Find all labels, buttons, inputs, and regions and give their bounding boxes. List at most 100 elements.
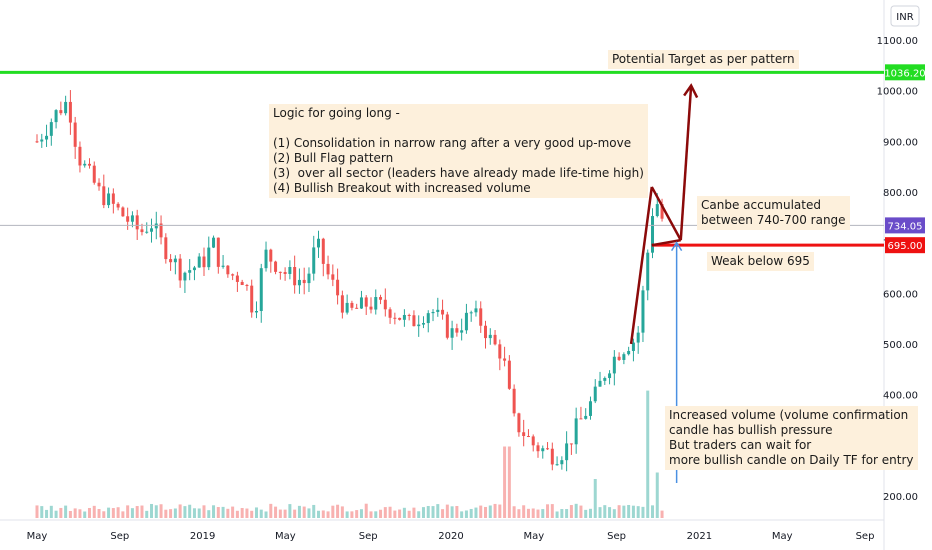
volume-bar bbox=[608, 507, 612, 518]
volume-bar bbox=[54, 510, 58, 518]
volume-bar bbox=[651, 505, 655, 518]
support-price-tag bbox=[885, 237, 925, 254]
volume-bar bbox=[140, 505, 144, 518]
candle-body bbox=[412, 315, 416, 327]
volume-bar bbox=[259, 509, 263, 518]
volume-bar bbox=[512, 506, 516, 518]
candle-body bbox=[550, 448, 554, 465]
candle-body bbox=[121, 207, 125, 217]
candle-body bbox=[49, 122, 53, 136]
y-tick-label: 800.00 bbox=[883, 188, 918, 199]
candle-body bbox=[555, 464, 559, 466]
candle-body bbox=[68, 101, 72, 123]
candle-body bbox=[431, 311, 435, 314]
volume-bar bbox=[297, 505, 301, 518]
candle-body bbox=[274, 261, 278, 272]
candle-body bbox=[355, 307, 359, 309]
target-arrow-line bbox=[679, 85, 693, 241]
volume-bar bbox=[197, 508, 201, 518]
candle-body bbox=[288, 267, 292, 274]
volume-bar bbox=[569, 505, 573, 518]
volume-bar bbox=[431, 506, 435, 518]
volume-bar bbox=[355, 510, 359, 518]
price-axis: 1100.001000.00900.00800.00700.00600.0050… bbox=[877, 36, 926, 503]
volume-bar bbox=[235, 510, 239, 518]
volume-bar bbox=[68, 510, 72, 518]
volume-note: Increased volume (volume confirmation ca… bbox=[665, 406, 918, 470]
candle-body bbox=[283, 272, 287, 274]
volume-bar bbox=[288, 504, 292, 518]
candle-body bbox=[269, 249, 273, 262]
candle-body bbox=[259, 268, 263, 312]
candle-body bbox=[617, 356, 621, 360]
volume-bar bbox=[111, 508, 115, 518]
candle-body bbox=[307, 273, 311, 284]
candle-body bbox=[154, 223, 158, 229]
candle-body bbox=[140, 229, 144, 233]
candle-body bbox=[436, 309, 440, 312]
volume-bar bbox=[83, 511, 87, 518]
x-tick-label: 2019 bbox=[190, 531, 215, 542]
candle-body bbox=[460, 330, 464, 333]
y-tick-label: 500.00 bbox=[883, 340, 918, 351]
volume-bar bbox=[107, 507, 111, 518]
candle-body bbox=[212, 237, 216, 248]
candle-body bbox=[173, 258, 177, 263]
volume-bar bbox=[598, 507, 602, 518]
candle-body bbox=[145, 231, 149, 233]
candle-body bbox=[340, 295, 344, 313]
volume-bar bbox=[388, 506, 392, 518]
volume-bar bbox=[579, 505, 583, 518]
candle-body bbox=[474, 308, 478, 313]
volume-bar bbox=[374, 511, 378, 518]
candle-body bbox=[402, 314, 406, 320]
candle-body bbox=[73, 122, 77, 147]
volume-bar bbox=[531, 508, 535, 518]
volume-link-arrowhead bbox=[670, 241, 683, 252]
candle-body bbox=[326, 263, 330, 275]
candle-body bbox=[183, 272, 187, 281]
volume-bar bbox=[340, 506, 344, 518]
candle-body bbox=[130, 215, 134, 222]
candle-body bbox=[417, 324, 421, 327]
volume-bar bbox=[293, 509, 297, 518]
candle-body bbox=[35, 141, 39, 143]
volume-bar bbox=[321, 510, 325, 518]
volume-bar bbox=[145, 510, 149, 518]
candle-body bbox=[59, 110, 63, 114]
volume-bar bbox=[631, 505, 635, 518]
time-axis: May Sep 2019 May Sep 2020 May Sep 2021 May Sep bbox=[27, 531, 875, 542]
volume-bar bbox=[574, 503, 578, 518]
candle-body bbox=[135, 215, 139, 230]
x-tick-label: 2020 bbox=[438, 531, 463, 542]
y-tick-label: 400.00 bbox=[883, 391, 918, 402]
candle-body bbox=[498, 344, 502, 359]
candle-body bbox=[479, 308, 483, 326]
volume-bar bbox=[364, 503, 368, 518]
x-tick-label: Sep bbox=[607, 531, 626, 542]
candle-body bbox=[641, 290, 645, 333]
volume-bar bbox=[159, 504, 163, 518]
candle-body bbox=[584, 415, 588, 419]
candle-body bbox=[374, 297, 378, 310]
y-tick-label: 1100.00 bbox=[877, 36, 918, 47]
candle-body bbox=[517, 413, 521, 433]
currency-badge[interactable] bbox=[890, 5, 920, 27]
volume-bar bbox=[627, 504, 631, 518]
volume-bar bbox=[555, 511, 559, 518]
y-tick-label: 900.00 bbox=[883, 137, 918, 148]
candle-body bbox=[608, 373, 612, 379]
candle-body bbox=[312, 247, 316, 274]
candle-body bbox=[331, 274, 335, 280]
currency-label: INR bbox=[896, 12, 913, 23]
candle-body bbox=[178, 258, 182, 281]
candle-body bbox=[126, 216, 130, 222]
volume-bar bbox=[565, 509, 569, 518]
candle-body bbox=[407, 314, 411, 316]
candle-body bbox=[235, 275, 239, 282]
candle-body bbox=[455, 328, 459, 333]
volume-bar bbox=[169, 509, 173, 518]
volume-bar bbox=[150, 503, 154, 518]
volume-bar bbox=[130, 508, 134, 518]
